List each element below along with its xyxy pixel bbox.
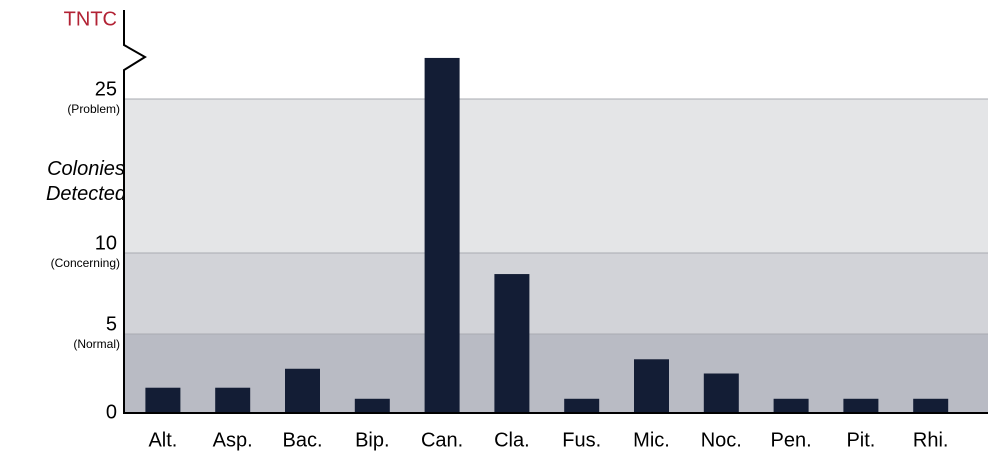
- y-tick-label: 10: [95, 232, 117, 254]
- bar: [354, 398, 390, 413]
- bar: [703, 373, 739, 413]
- bar: [145, 387, 181, 413]
- x-tick-label: Alt.: [148, 429, 177, 451]
- x-tick-label: Can.: [421, 429, 463, 451]
- x-tick-label: Cla.: [494, 429, 530, 451]
- y-axis-label: Colonies Detected: [46, 158, 127, 205]
- y-tick-label: 25: [95, 78, 117, 100]
- zone-label: (Normal): [73, 337, 120, 351]
- x-tick-label: Mic.: [633, 429, 670, 451]
- x-tick-label: Pit.: [846, 429, 875, 451]
- y-tick-label: 5: [106, 313, 117, 335]
- bar: [564, 398, 600, 413]
- zone-label: (Concerning): [51, 256, 120, 270]
- zone-label: (Problem): [67, 102, 120, 116]
- y-tick-label: 0: [106, 401, 117, 423]
- x-tick-label: Pen.: [771, 429, 812, 451]
- bar: [494, 274, 530, 413]
- x-tick-label: Fus.: [562, 429, 601, 451]
- bar: [424, 57, 460, 413]
- x-tick-label: Bip.: [355, 429, 389, 451]
- bar: [913, 398, 949, 413]
- zone-band: [124, 99, 988, 253]
- x-tick-label: Asp.: [213, 429, 253, 451]
- bar: [215, 387, 251, 413]
- bar: [634, 359, 669, 413]
- zone-band: [124, 253, 988, 334]
- bar: [843, 398, 879, 413]
- break-label: TNTC: [64, 8, 117, 30]
- y-axis: [123, 10, 147, 414]
- x-tick-label: Bac.: [282, 429, 322, 451]
- x-tick-label: Noc.: [701, 429, 742, 451]
- x-tick-label: Rhi.: [913, 429, 949, 451]
- bar: [773, 398, 809, 413]
- bar: [285, 368, 320, 413]
